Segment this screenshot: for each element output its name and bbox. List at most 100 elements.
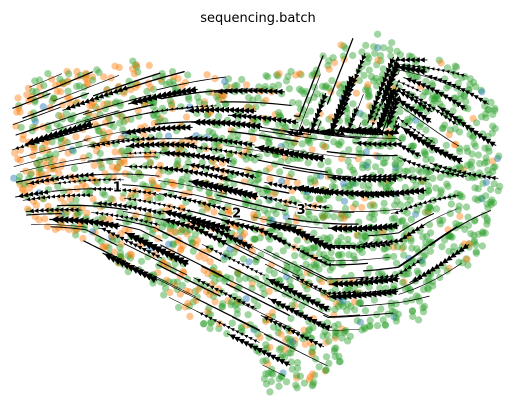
scatter-point [320,143,328,151]
scatter-point [331,352,339,360]
scatter-point [424,285,432,293]
scatter-point [201,254,209,262]
scatter-point [490,199,498,207]
scatter-point [317,161,325,169]
scatter-point [472,241,480,249]
scatter-point [145,61,153,69]
scatter-point [170,278,178,286]
scatter-point [334,320,342,329]
scatter-point [456,212,464,220]
scatter-point [132,61,140,69]
scatter-point [367,73,375,81]
scatter-point [262,380,271,388]
scatter-point [476,160,484,168]
velocity-streamline [53,177,125,185]
scatter-point [326,266,334,274]
scatter-point [469,133,477,141]
scatter-point [359,161,367,169]
velocity-streamline [264,334,328,367]
scatter-point [228,319,236,327]
scatter-point [445,131,453,139]
scatter-point [361,325,369,333]
scatter-point [329,294,337,302]
scatter-point [464,221,473,229]
scatter-point [235,275,243,284]
scatter-point [73,67,81,76]
scatter-point [353,317,361,325]
velocity-streamline [254,144,325,163]
scatter-point [341,327,349,335]
scatter-point [264,73,272,81]
velocity-streamline [116,71,185,93]
scatter-point [361,119,369,127]
scatter-point [363,163,372,172]
scatter-point [181,78,190,87]
scatter-point [401,183,409,192]
scatter-point [460,91,468,99]
velocity-streamline [293,312,360,331]
scatter-point [250,210,258,219]
scatter-point [412,292,421,300]
scatter-point [148,179,157,187]
scatter-point [165,278,173,286]
scatter-point [214,103,222,111]
velocity-streamline [46,121,116,141]
scatter-point [264,369,272,377]
scatter-point [291,122,299,130]
scatter-point [429,174,437,183]
scatter-point [467,230,475,238]
scatter-point [310,229,318,237]
scatter-point [72,133,80,141]
scatter-point [11,149,19,157]
velocity-streamline [262,364,286,377]
scatter-point [331,345,339,353]
scatter-point [374,30,382,38]
scatter-point [62,110,70,118]
scatter-point [332,344,340,352]
scatter-point [264,138,273,146]
scatter-point [309,380,317,389]
scatter-point [337,155,346,163]
velocity-streamline [358,173,430,183]
scatter-point [305,210,313,218]
cluster-labels: 1 2 3 [112,179,307,222]
scatter-point [233,81,241,89]
velocity-streamline [12,106,61,126]
scatter-point [296,70,304,78]
scatter-point [272,210,280,218]
scatter-point [477,194,485,202]
scatter-point [390,116,398,124]
scatter-point [337,138,345,146]
scatter-point [319,213,327,221]
scatter-point [427,229,435,237]
scatter-point [210,208,218,216]
scatter-point [71,176,79,184]
velocity-streamline [226,333,291,367]
scatter-point [456,191,464,199]
velocity-streamline [87,135,158,148]
scatter-point [245,103,253,111]
scatter-point [438,243,446,251]
scatter-point [331,334,339,342]
scatter-point [349,100,357,108]
scatter-point [491,104,499,112]
scatter-point [324,211,332,219]
scatter-point [130,70,138,78]
scatter-point [379,65,387,73]
scatter-point [322,143,330,151]
velocity-streamlines [11,38,499,377]
scatter-point [462,203,471,211]
scatter-point [170,181,178,189]
scatter-point [133,63,141,71]
velocity-streamline [20,139,89,158]
scatter-point [119,194,127,202]
scatter-point [339,302,347,310]
scatter-point [408,53,416,61]
scatter-point [447,233,455,241]
scatter-point [70,164,79,173]
scatter-point [31,77,39,85]
velocity-streamline [19,157,89,173]
scatter-point [95,127,103,135]
scatter-point [56,88,65,96]
